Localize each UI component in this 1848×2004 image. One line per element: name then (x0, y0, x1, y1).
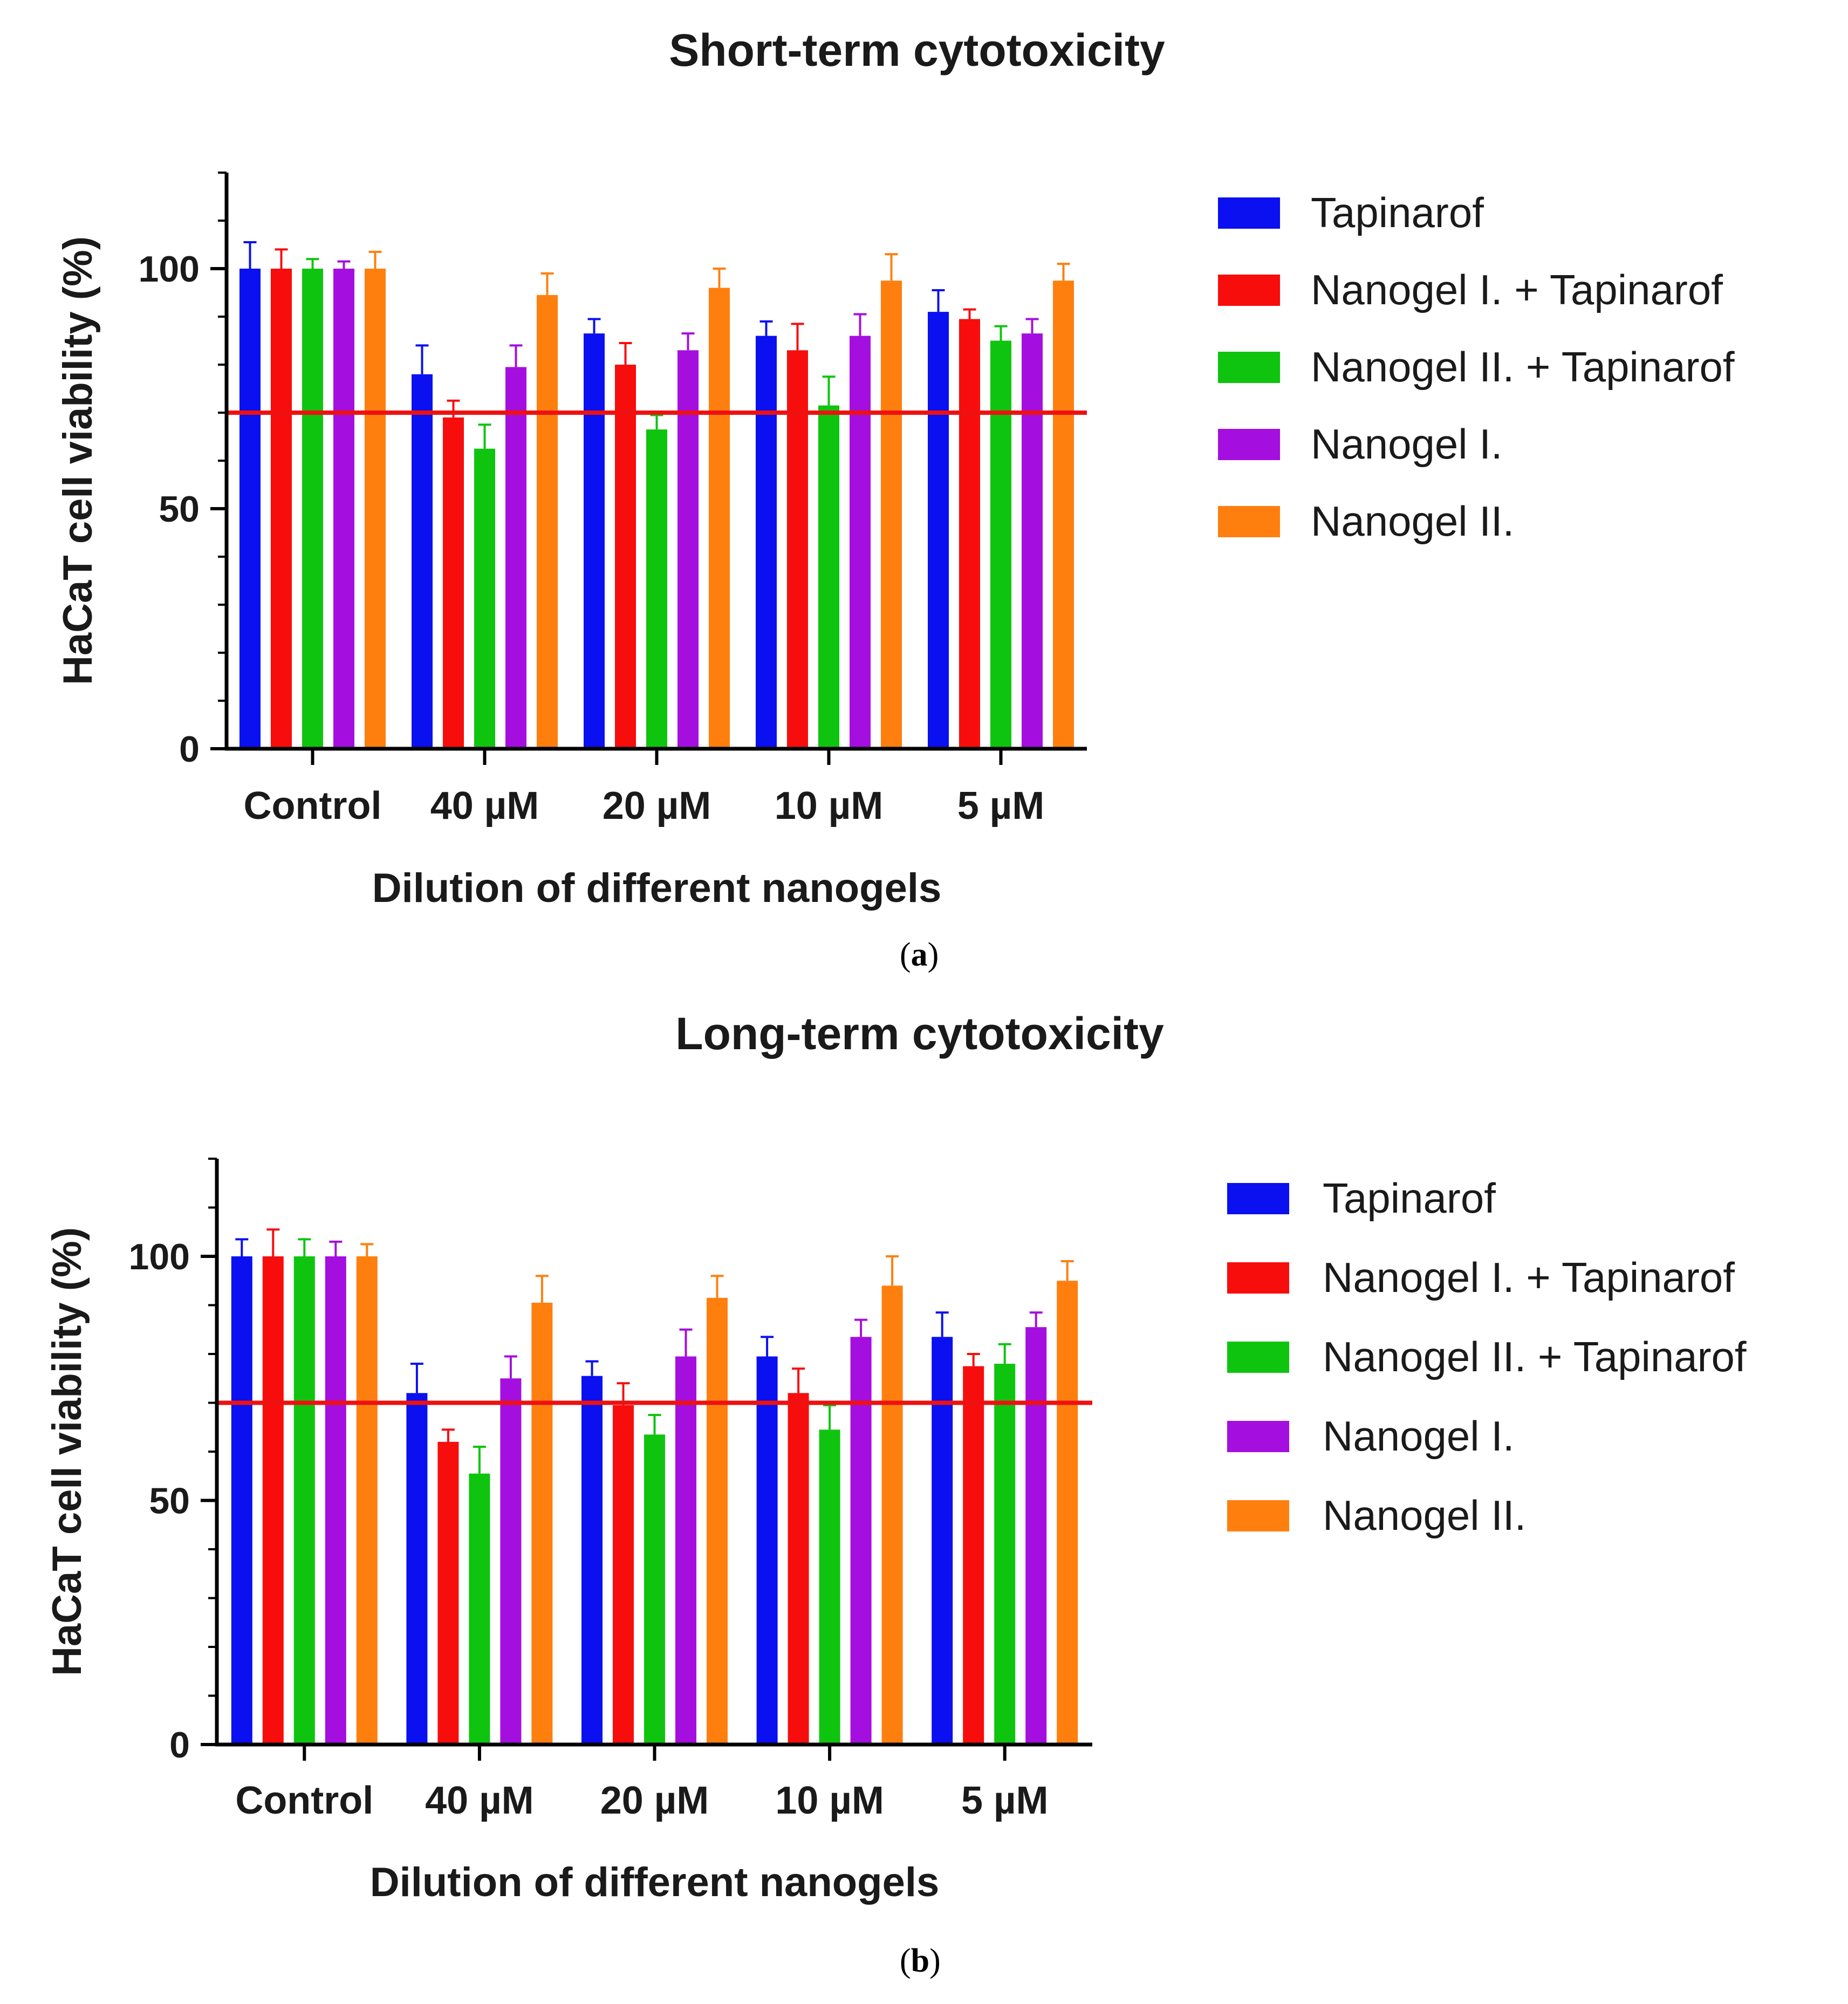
y-tick-label: 0 (179, 729, 200, 770)
legend-label: Tapinarof (1311, 189, 1484, 236)
x-tick-label: 10 µM (775, 1779, 884, 1822)
legend-swatch-b-0 (1227, 1183, 1289, 1214)
bar-a-1-4 (537, 295, 558, 749)
x-axis-label: Dilution of different nanogels (370, 1859, 940, 1905)
legend-label: Nanogel I. + Tapinarof (1311, 266, 1723, 313)
bar-b-1-2 (469, 1473, 490, 1745)
bar-a-4-1 (959, 319, 980, 749)
bar-b-1-4 (531, 1302, 553, 1745)
y-tick-label: 0 (169, 1725, 190, 1766)
y-tick-label: 100 (129, 1236, 190, 1277)
bar-a-1-0 (412, 374, 433, 749)
bar-a-2-0 (584, 333, 605, 749)
bar-b-0-4 (356, 1256, 378, 1745)
bar-a-2-3 (677, 350, 699, 749)
bar-b-0-2 (293, 1256, 315, 1745)
legend-label: Nanogel II. + Tapinarof (1311, 343, 1735, 391)
panel-label-a-letter: a (911, 936, 928, 973)
bar-a-0-2 (302, 269, 323, 749)
bar-b-2-4 (707, 1297, 728, 1745)
bar-b-1-1 (437, 1441, 459, 1745)
legend-swatch-a-3 (1218, 429, 1280, 460)
chart-title: Long-term cytotoxicity (675, 1008, 1164, 1059)
legend-swatch-b-1 (1227, 1262, 1289, 1294)
bar-b-3-1 (788, 1393, 809, 1745)
bar-b-1-0 (406, 1393, 428, 1745)
panel-label-b-letter: b (911, 1943, 930, 1979)
bar-a-0-0 (239, 269, 261, 749)
bar-b-0-1 (262, 1256, 284, 1745)
bar-a-1-1 (443, 417, 464, 749)
legend-swatch-a-2 (1218, 352, 1280, 383)
bar-a-4-4 (1053, 281, 1074, 749)
panel-label-a: (a) (900, 936, 939, 973)
x-tick-label: 10 µM (775, 784, 884, 827)
x-tick-label: 20 µM (600, 1779, 709, 1822)
legend-label: Nanogel I. (1311, 420, 1503, 468)
y-tick-label: 50 (149, 1481, 190, 1522)
legend-swatch-a-4 (1218, 506, 1280, 537)
chart-title: Short-term cytotoxicity (669, 25, 1165, 76)
x-tick-label: 40 µM (430, 784, 539, 827)
legend-label: Nanogel I. + Tapinarof (1323, 1254, 1735, 1301)
bar-a-4-0 (928, 312, 949, 749)
bar-b-2-1 (613, 1405, 634, 1745)
y-axis-label: HaCaT cell viability (%) (55, 236, 101, 685)
legend-swatch-a-0 (1218, 197, 1280, 229)
legend-label: Nanogel I. (1323, 1412, 1515, 1460)
bar-b-3-3 (850, 1337, 872, 1745)
bar-a-2-1 (615, 365, 636, 749)
legend-label: Tapinarof (1323, 1174, 1496, 1222)
legend-label: Nanogel II. (1323, 1492, 1526, 1539)
x-tick-label: Control (244, 784, 382, 827)
legend-swatch-b-4 (1227, 1500, 1289, 1531)
bar-b-4-3 (1025, 1327, 1047, 1745)
bar-b-2-2 (644, 1434, 665, 1745)
bar-a-1-3 (505, 367, 526, 749)
bar-a-3-3 (850, 336, 871, 749)
bar-b-1-3 (500, 1378, 522, 1745)
bar-b-4-0 (932, 1337, 953, 1745)
x-tick-label: 20 µM (603, 784, 711, 827)
bar-b-4-2 (994, 1364, 1016, 1745)
chart-panel-b: Long-term cytotoxicity Control 40 µM 20 µM 1… (44, 1008, 1747, 1905)
bar-a-2-4 (709, 288, 730, 749)
bar-b-3-0 (756, 1356, 778, 1745)
bar-a-4-2 (990, 340, 1011, 749)
bar-a-3-0 (756, 336, 777, 749)
bar-a-3-1 (787, 350, 808, 749)
bar-a-0-3 (333, 269, 354, 749)
bar-a-1-2 (474, 448, 495, 749)
x-tick-label: 5 µM (957, 784, 1045, 827)
y-tick-label: 50 (159, 489, 200, 530)
legend-swatch-a-1 (1218, 275, 1280, 306)
bar-a-3-4 (881, 281, 902, 749)
bar-b-2-3 (675, 1356, 696, 1745)
panel-label-b: (b) (900, 1943, 941, 1979)
bar-a-2-2 (646, 429, 667, 749)
legend-label: Nanogel II. + Tapinarof (1323, 1333, 1747, 1380)
bar-b-4-1 (963, 1366, 984, 1745)
bar-a-0-1 (271, 269, 292, 749)
bar-b-0-0 (231, 1256, 252, 1745)
legend-swatch-b-2 (1227, 1342, 1289, 1373)
x-axis-label: Dilution of different nanogels (372, 865, 942, 911)
bar-a-0-4 (365, 269, 386, 749)
bar-b-0-3 (325, 1256, 346, 1745)
y-axis-label: HaCaT cell viability (%) (44, 1227, 90, 1676)
chart-panel-a: Short-term cytotoxicity Control 40 µM 20 µM… (55, 25, 1735, 911)
bar-b-4-4 (1057, 1281, 1078, 1745)
bar-b-2-0 (581, 1376, 603, 1745)
x-tick-label: 5 µM (961, 1779, 1049, 1822)
legend-label: Nanogel II. (1311, 497, 1514, 545)
legend-swatch-b-3 (1227, 1421, 1289, 1452)
x-tick-label: 40 µM (425, 1779, 534, 1822)
bar-a-3-2 (818, 405, 839, 749)
bar-a-4-3 (1022, 333, 1043, 749)
x-tick-label: Control (235, 1779, 373, 1822)
bar-b-3-4 (881, 1285, 903, 1745)
bar-b-3-2 (819, 1430, 840, 1745)
y-tick-label: 100 (139, 249, 200, 290)
